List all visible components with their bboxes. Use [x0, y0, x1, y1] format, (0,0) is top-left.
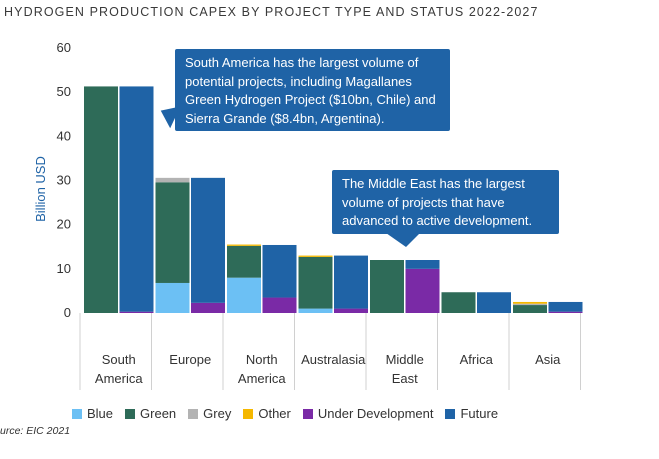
bar-middle-east-status-future — [405, 260, 440, 269]
y-tick-label: 60 — [57, 40, 71, 55]
legend-swatch — [72, 408, 82, 419]
bar-africa-type-green — [441, 292, 476, 313]
callout-south-america: South America has the largest volume of … — [175, 49, 450, 131]
legend-swatch — [243, 408, 254, 419]
legend-label: Green — [140, 406, 177, 421]
y-tick-label: 0 — [64, 305, 71, 320]
legend-label: Grey — [203, 406, 232, 421]
source-note: urce: EIC 2021 — [0, 425, 71, 437]
callout-pointer-middle-east — [386, 233, 420, 247]
x-axis-labels: South America Europe North America Australasi… — [95, 352, 561, 386]
y-axis: 0 10 20 30 40 50 60 — [57, 40, 71, 320]
y-tick-label: 50 — [57, 84, 71, 99]
bar-south-america-type-green — [84, 86, 118, 313]
bars — [84, 86, 583, 313]
legend: Blue Green Grey Other Under Development Futur… — [72, 406, 510, 421]
bar-north-america-type-blue — [227, 277, 261, 313]
x-tick-label: America — [238, 371, 286, 386]
legend-swatch — [302, 408, 313, 419]
bar-europe-status-under-development — [191, 302, 225, 313]
x-tick-label: Australasia — [301, 352, 366, 367]
x-tick-label: East — [392, 371, 418, 386]
legend-item-green: Green — [125, 406, 176, 421]
bar-north-america-status-future — [262, 244, 297, 298]
legend-item-blue: Blue — [72, 406, 113, 421]
bar-europe-type-grey — [155, 177, 190, 183]
bar-australasia-status-future — [334, 255, 368, 309]
x-tick-label: North — [246, 352, 278, 367]
legend-label: Under Development — [317, 406, 434, 421]
x-tick-label: Asia — [535, 352, 561, 367]
x-tick-label: Africa — [460, 352, 494, 367]
bar-australasia-type-other — [298, 255, 333, 257]
legend-item-under-development: Under Development — [302, 406, 434, 421]
y-tick-label: 30 — [57, 173, 71, 188]
bar-asia-type-other — [513, 301, 547, 304]
x-tick-label: South — [102, 352, 136, 367]
legend-label: Other — [258, 406, 291, 421]
y-tick-label: 10 — [57, 261, 71, 276]
bar-australasia-type-green — [298, 256, 333, 309]
bar-south-america-status-future — [119, 86, 154, 312]
bar-australasia-status-under-development — [334, 308, 368, 313]
legend-swatch — [125, 408, 136, 419]
bar-asia-status-future — [548, 301, 583, 312]
callout-middle-east: The Middle East has the largest volume o… — [332, 170, 559, 234]
legend-swatch — [188, 408, 199, 419]
bar-middle-east-status-under-development — [405, 268, 440, 313]
bar-middle-east-type-green — [370, 260, 404, 313]
bar-south-america-status-under-development — [119, 311, 154, 313]
x-tick-label: Middle — [386, 352, 424, 367]
bar-africa-status-future — [477, 292, 511, 313]
bar-europe-type-green — [155, 182, 190, 283]
legend-label: Blue — [87, 406, 114, 421]
legend-item-other: Other — [243, 406, 291, 421]
x-tick-label: America — [95, 371, 143, 386]
bar-asia-type-grey — [513, 303, 547, 306]
chart-title: HYDROGEN PRODUCTION CAPEX BY PROJECT TYP… — [4, 5, 539, 19]
bar-north-america-type-green — [227, 245, 261, 278]
y-tick-label: 40 — [57, 128, 71, 143]
bar-australasia-type-blue — [298, 308, 333, 313]
bar-north-america-type-other — [227, 244, 261, 246]
category-separators — [79, 313, 581, 390]
legend-label: Future — [460, 406, 499, 421]
legend-swatch — [445, 408, 456, 419]
bar-north-america-status-under-development — [262, 297, 297, 313]
legend-item-grey: Grey — [188, 406, 231, 421]
bar-asia-type-green — [513, 305, 547, 313]
bar-europe-type-blue — [155, 282, 190, 313]
bar-asia-status-under-development — [548, 311, 583, 313]
legend-item-future: Future — [445, 406, 498, 421]
x-tick-label: Europe — [169, 352, 211, 367]
bar-europe-status-future — [191, 177, 225, 303]
y-axis-label: Billion USD — [33, 156, 48, 222]
y-tick-label: 20 — [57, 217, 71, 232]
